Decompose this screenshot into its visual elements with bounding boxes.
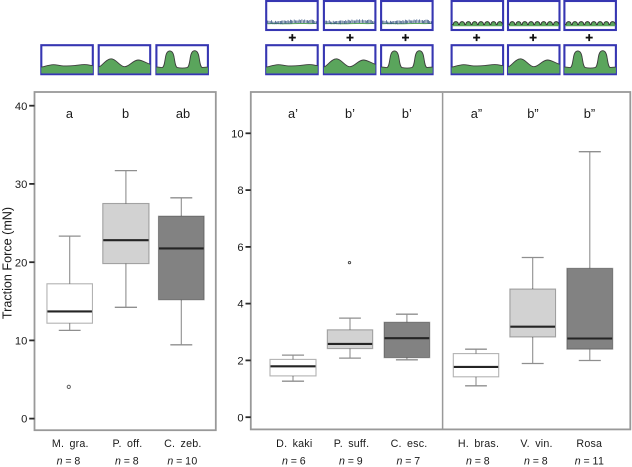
svg-text:C. zeb.: C. zeb.: [164, 438, 201, 450]
svg-text:M. gra.: M. gra.: [52, 438, 89, 450]
svg-text:C. esc.: C. esc.: [391, 438, 428, 450]
svg-text:20: 20: [15, 257, 27, 269]
svg-text:n = 10: n = 10: [167, 455, 197, 467]
svg-text:b’: b’: [402, 106, 412, 121]
svg-text:n = 11: n = 11: [575, 455, 604, 467]
svg-text:0: 0: [237, 412, 243, 424]
svg-text:b”: b”: [527, 106, 538, 121]
svg-text:ab: ab: [176, 106, 190, 121]
svg-text:a: a: [66, 106, 74, 121]
svg-text:Rosa: Rosa: [576, 438, 602, 450]
svg-text:a’: a’: [288, 106, 298, 121]
svg-text:n = 8: n = 8: [466, 455, 490, 467]
svg-text:40: 40: [15, 101, 27, 113]
svg-text:0: 0: [21, 414, 27, 426]
svg-text:n = 9: n = 9: [339, 455, 363, 467]
svg-text:b: b: [122, 106, 129, 121]
svg-text:n = 8: n = 8: [57, 455, 81, 467]
svg-text:n = 6: n = 6: [282, 455, 306, 467]
svg-text:10: 10: [15, 336, 27, 348]
svg-text:8: 8: [237, 185, 243, 197]
svg-text:D. kaki: D. kaki: [276, 438, 312, 450]
svg-text:n = 8: n = 8: [115, 455, 139, 467]
svg-text:4: 4: [237, 299, 243, 311]
svg-text:P. suff.: P. suff.: [334, 438, 370, 450]
svg-text:n = 7: n = 7: [397, 455, 421, 467]
svg-text:V. vin.: V. vin.: [520, 438, 552, 450]
svg-text:b”: b”: [584, 106, 595, 121]
svg-text:H. bras.: H. bras.: [458, 438, 499, 450]
svg-text:6: 6: [237, 242, 243, 254]
svg-text:P. off.: P. off.: [113, 438, 143, 450]
svg-text:a”: a”: [471, 106, 482, 121]
svg-text:10: 10: [231, 128, 243, 140]
svg-text:30: 30: [15, 179, 27, 191]
svg-text:n = 8: n = 8: [524, 455, 548, 467]
svg-text:2: 2: [237, 356, 243, 368]
svg-text:Traction Force (mN): Traction Force (mN): [1, 207, 15, 319]
svg-text:b’: b’: [345, 106, 355, 121]
